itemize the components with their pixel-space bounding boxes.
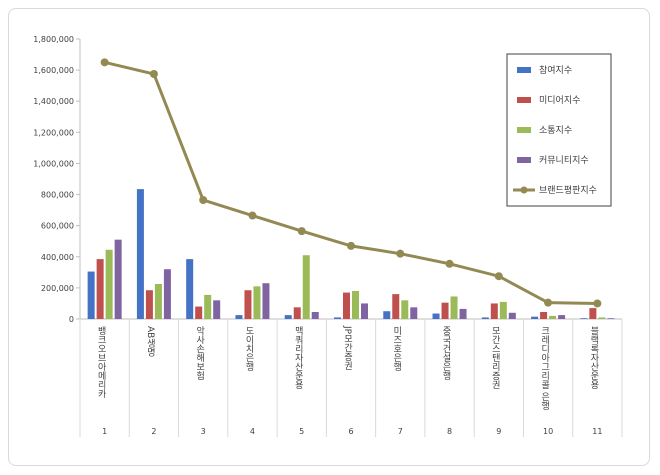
category-number: 1 (102, 427, 107, 436)
bar-미디어지수 (195, 306, 203, 319)
bar-미디어지수 (96, 259, 104, 319)
bar-소통지수 (154, 284, 162, 319)
legend-marker (520, 186, 528, 194)
category-name: 도이치은행 (243, 326, 253, 371)
line-point (445, 259, 454, 268)
bar-소통지수 (450, 296, 458, 319)
bar-미디어지수 (441, 302, 449, 319)
bar-커뮤니티지수 (607, 318, 615, 319)
bar-소통지수 (598, 317, 606, 319)
bar-참여지수 (87, 271, 95, 319)
bar-참여지수 (186, 259, 194, 319)
bar-소통지수 (105, 249, 113, 319)
y-tick-label: 1,200,000 (33, 128, 74, 137)
category-name: 중국건설은행 (441, 326, 451, 380)
category-name: 블랙록자산운용 (588, 326, 598, 389)
category-name: 모간스탠리증권 (490, 326, 500, 389)
category-number: 11 (592, 427, 602, 436)
y-tick-label: 1,400,000 (33, 97, 74, 106)
line-point (396, 249, 405, 258)
category-number: 8 (447, 427, 452, 436)
legend-label: 브랜드평판지수 (539, 185, 597, 196)
category-name: JP모간증권 (342, 325, 352, 370)
bar-소통지수 (549, 315, 557, 319)
bar-참여지수 (432, 313, 440, 319)
category-name: 뱅크오브아메리카 (96, 326, 106, 399)
category-name: AB생명 (145, 326, 155, 356)
bar-참여지수 (481, 317, 489, 319)
y-tick-label: 200,000 (41, 284, 74, 293)
bar-미디어지수 (392, 294, 400, 319)
bar-미디어지수 (490, 303, 498, 319)
bar-참여지수 (531, 316, 539, 319)
bar-커뮤니티지수 (262, 283, 270, 319)
legend-swatch (517, 97, 531, 103)
bar-참여지수 (235, 315, 243, 319)
y-tick-label: 600,000 (41, 222, 74, 231)
category-number: 9 (496, 427, 501, 436)
legend-swatch (517, 67, 531, 73)
category-number: 4 (250, 427, 255, 436)
category-number: 7 (398, 427, 403, 436)
bar-소통지수 (352, 291, 359, 319)
bar-커뮤니티지수 (163, 269, 171, 319)
bar-미디어지수 (540, 312, 548, 319)
category-number: 2 (151, 427, 156, 436)
line-point (593, 299, 602, 308)
y-tick-label: 1,600,000 (33, 66, 74, 75)
category-number: 3 (201, 427, 206, 436)
bar-미디어지수 (343, 292, 350, 319)
bar-참여지수 (136, 189, 144, 319)
bar-참여지수 (334, 317, 341, 319)
bar-커뮤니티지수 (114, 239, 122, 319)
line-point (199, 196, 208, 204)
line-point (297, 227, 306, 236)
y-tick-label: 0 (69, 315, 74, 324)
category-name: 맥쿼리자산운용 (293, 326, 303, 389)
legend-swatch (517, 157, 531, 163)
category-name: 미즈호은행 (391, 326, 401, 371)
line-point (544, 298, 553, 307)
bar-소통지수 (302, 255, 310, 319)
bar-참여지수 (284, 315, 292, 319)
bar-참여지수 (580, 318, 588, 319)
bar-커뮤니티지수 (410, 307, 418, 319)
category-name: 크레디아그리콜 은행 (539, 326, 549, 410)
bar-소통지수 (204, 294, 212, 319)
bar-소통지수 (499, 301, 507, 319)
bar-참여지수 (383, 311, 391, 319)
legend-label: 커뮤니티지수 (539, 155, 589, 166)
category-number: 5 (299, 427, 304, 436)
bar-커뮤니티지수 (508, 312, 516, 319)
line-point (347, 241, 355, 250)
category-name: 악사손해보험 (194, 325, 204, 380)
bar-커뮤니티지수 (361, 303, 368, 319)
y-tick-label: 800,000 (41, 191, 74, 200)
legend-label: 참여지수 (539, 64, 572, 76)
bar-미디어지수 (293, 307, 301, 319)
bar-미디어지수 (244, 290, 252, 319)
bar-커뮤니티지수 (558, 315, 566, 319)
category-number: 6 (348, 427, 353, 436)
legend-swatch (517, 127, 531, 133)
legend-label: 미디어지수 (539, 95, 580, 106)
line-point (149, 70, 158, 78)
bar-커뮤니티지수 (213, 300, 221, 319)
y-tick-label: 1,800,000 (33, 35, 74, 44)
line-point (100, 58, 109, 67)
bar-커뮤니티지수 (459, 308, 467, 319)
line-point (248, 211, 257, 220)
bar-소통지수 (253, 286, 261, 319)
y-tick-label: 400,000 (41, 253, 74, 262)
bar-미디어지수 (589, 308, 597, 319)
bar-소통지수 (401, 300, 409, 319)
category-number: 10 (543, 427, 553, 436)
y-tick-label: 1,000,000 (33, 159, 74, 168)
bar-미디어지수 (145, 290, 153, 319)
line-point (494, 272, 503, 281)
bar-커뮤니티지수 (311, 312, 319, 319)
legend-label: 소통지수 (539, 125, 572, 136)
